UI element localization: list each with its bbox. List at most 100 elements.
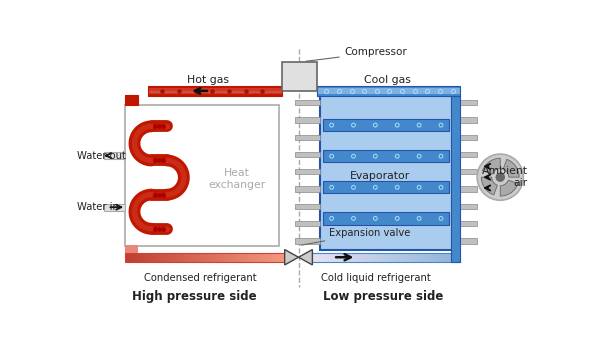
Bar — [148, 86, 281, 96]
Text: Water in: Water in — [77, 202, 119, 212]
Bar — [150, 253, 153, 262]
Bar — [317, 88, 460, 94]
Bar — [451, 253, 454, 262]
Bar — [346, 253, 349, 262]
Bar — [417, 253, 420, 262]
Bar — [438, 253, 442, 262]
Bar — [187, 253, 190, 262]
Bar — [227, 253, 230, 262]
Bar — [319, 253, 322, 262]
Bar — [267, 253, 270, 262]
Bar — [312, 253, 460, 262]
Bar — [430, 253, 432, 262]
Bar — [281, 62, 317, 91]
Bar — [296, 152, 320, 157]
Bar — [215, 253, 218, 262]
Bar — [323, 181, 450, 194]
Wedge shape — [500, 180, 518, 196]
Bar — [334, 253, 337, 262]
Bar — [125, 253, 284, 262]
Bar — [208, 253, 211, 262]
Bar — [368, 253, 371, 262]
Bar — [190, 253, 193, 262]
Bar — [453, 100, 477, 105]
Bar — [384, 253, 386, 262]
Bar — [233, 253, 236, 262]
Bar — [181, 253, 184, 262]
Bar — [172, 253, 175, 262]
Bar — [199, 253, 202, 262]
Text: Condensed refrigerant: Condensed refrigerant — [145, 273, 257, 283]
Bar — [320, 94, 453, 249]
Bar — [454, 253, 457, 262]
Bar — [374, 253, 377, 262]
Bar — [323, 212, 450, 225]
Bar — [159, 253, 162, 262]
Bar — [230, 253, 233, 262]
Bar — [279, 253, 283, 262]
Text: Heat
exchanger: Heat exchanger — [208, 168, 266, 189]
Bar — [104, 152, 125, 159]
Bar — [395, 253, 399, 262]
Bar — [144, 253, 147, 262]
Bar — [328, 253, 331, 262]
Bar — [296, 100, 320, 105]
Bar — [125, 105, 279, 246]
Bar — [331, 253, 334, 262]
Text: Water out: Water out — [77, 151, 126, 161]
Bar — [236, 253, 239, 262]
Bar — [125, 245, 137, 262]
Bar — [453, 117, 477, 122]
Polygon shape — [299, 249, 312, 265]
Bar — [435, 253, 438, 262]
Bar — [340, 253, 343, 262]
Wedge shape — [483, 158, 500, 174]
Bar — [153, 253, 156, 262]
Bar — [296, 135, 320, 140]
Bar — [224, 253, 227, 262]
Wedge shape — [481, 177, 497, 195]
Bar — [218, 253, 221, 262]
Bar — [453, 204, 477, 209]
Bar — [453, 186, 477, 192]
Bar — [343, 253, 346, 262]
Bar — [451, 96, 460, 262]
Bar — [148, 91, 281, 93]
Bar — [399, 253, 402, 262]
Bar — [248, 253, 251, 262]
Bar — [380, 253, 384, 262]
Text: Low pressure side: Low pressure side — [323, 290, 444, 303]
Bar — [312, 253, 316, 262]
Bar — [405, 253, 408, 262]
Text: Cold liquid refrigerant: Cold liquid refrigerant — [320, 273, 430, 283]
Bar — [140, 253, 144, 262]
Bar — [251, 253, 255, 262]
Bar — [296, 169, 320, 175]
Bar — [261, 253, 264, 262]
Bar — [359, 253, 362, 262]
Bar — [423, 253, 427, 262]
Bar — [125, 253, 129, 262]
Text: Hot gas: Hot gas — [186, 75, 229, 85]
Bar — [125, 95, 137, 105]
Bar — [445, 253, 448, 262]
Bar — [125, 253, 284, 262]
Bar — [453, 169, 477, 175]
Text: Cool gas: Cool gas — [363, 75, 411, 85]
Bar — [349, 253, 352, 262]
Bar — [162, 253, 165, 262]
Bar — [296, 238, 320, 244]
Bar — [255, 253, 258, 262]
Bar — [352, 253, 356, 262]
Bar — [392, 253, 395, 262]
Bar — [296, 186, 320, 192]
Bar — [414, 253, 417, 262]
Bar — [125, 95, 137, 105]
Bar — [202, 253, 205, 262]
Bar — [168, 253, 172, 262]
Text: Ambient
air: Ambient air — [482, 166, 528, 188]
Bar — [453, 221, 477, 226]
Circle shape — [477, 154, 523, 200]
Text: Expansion valve: Expansion valve — [301, 228, 411, 245]
Bar — [147, 253, 150, 262]
